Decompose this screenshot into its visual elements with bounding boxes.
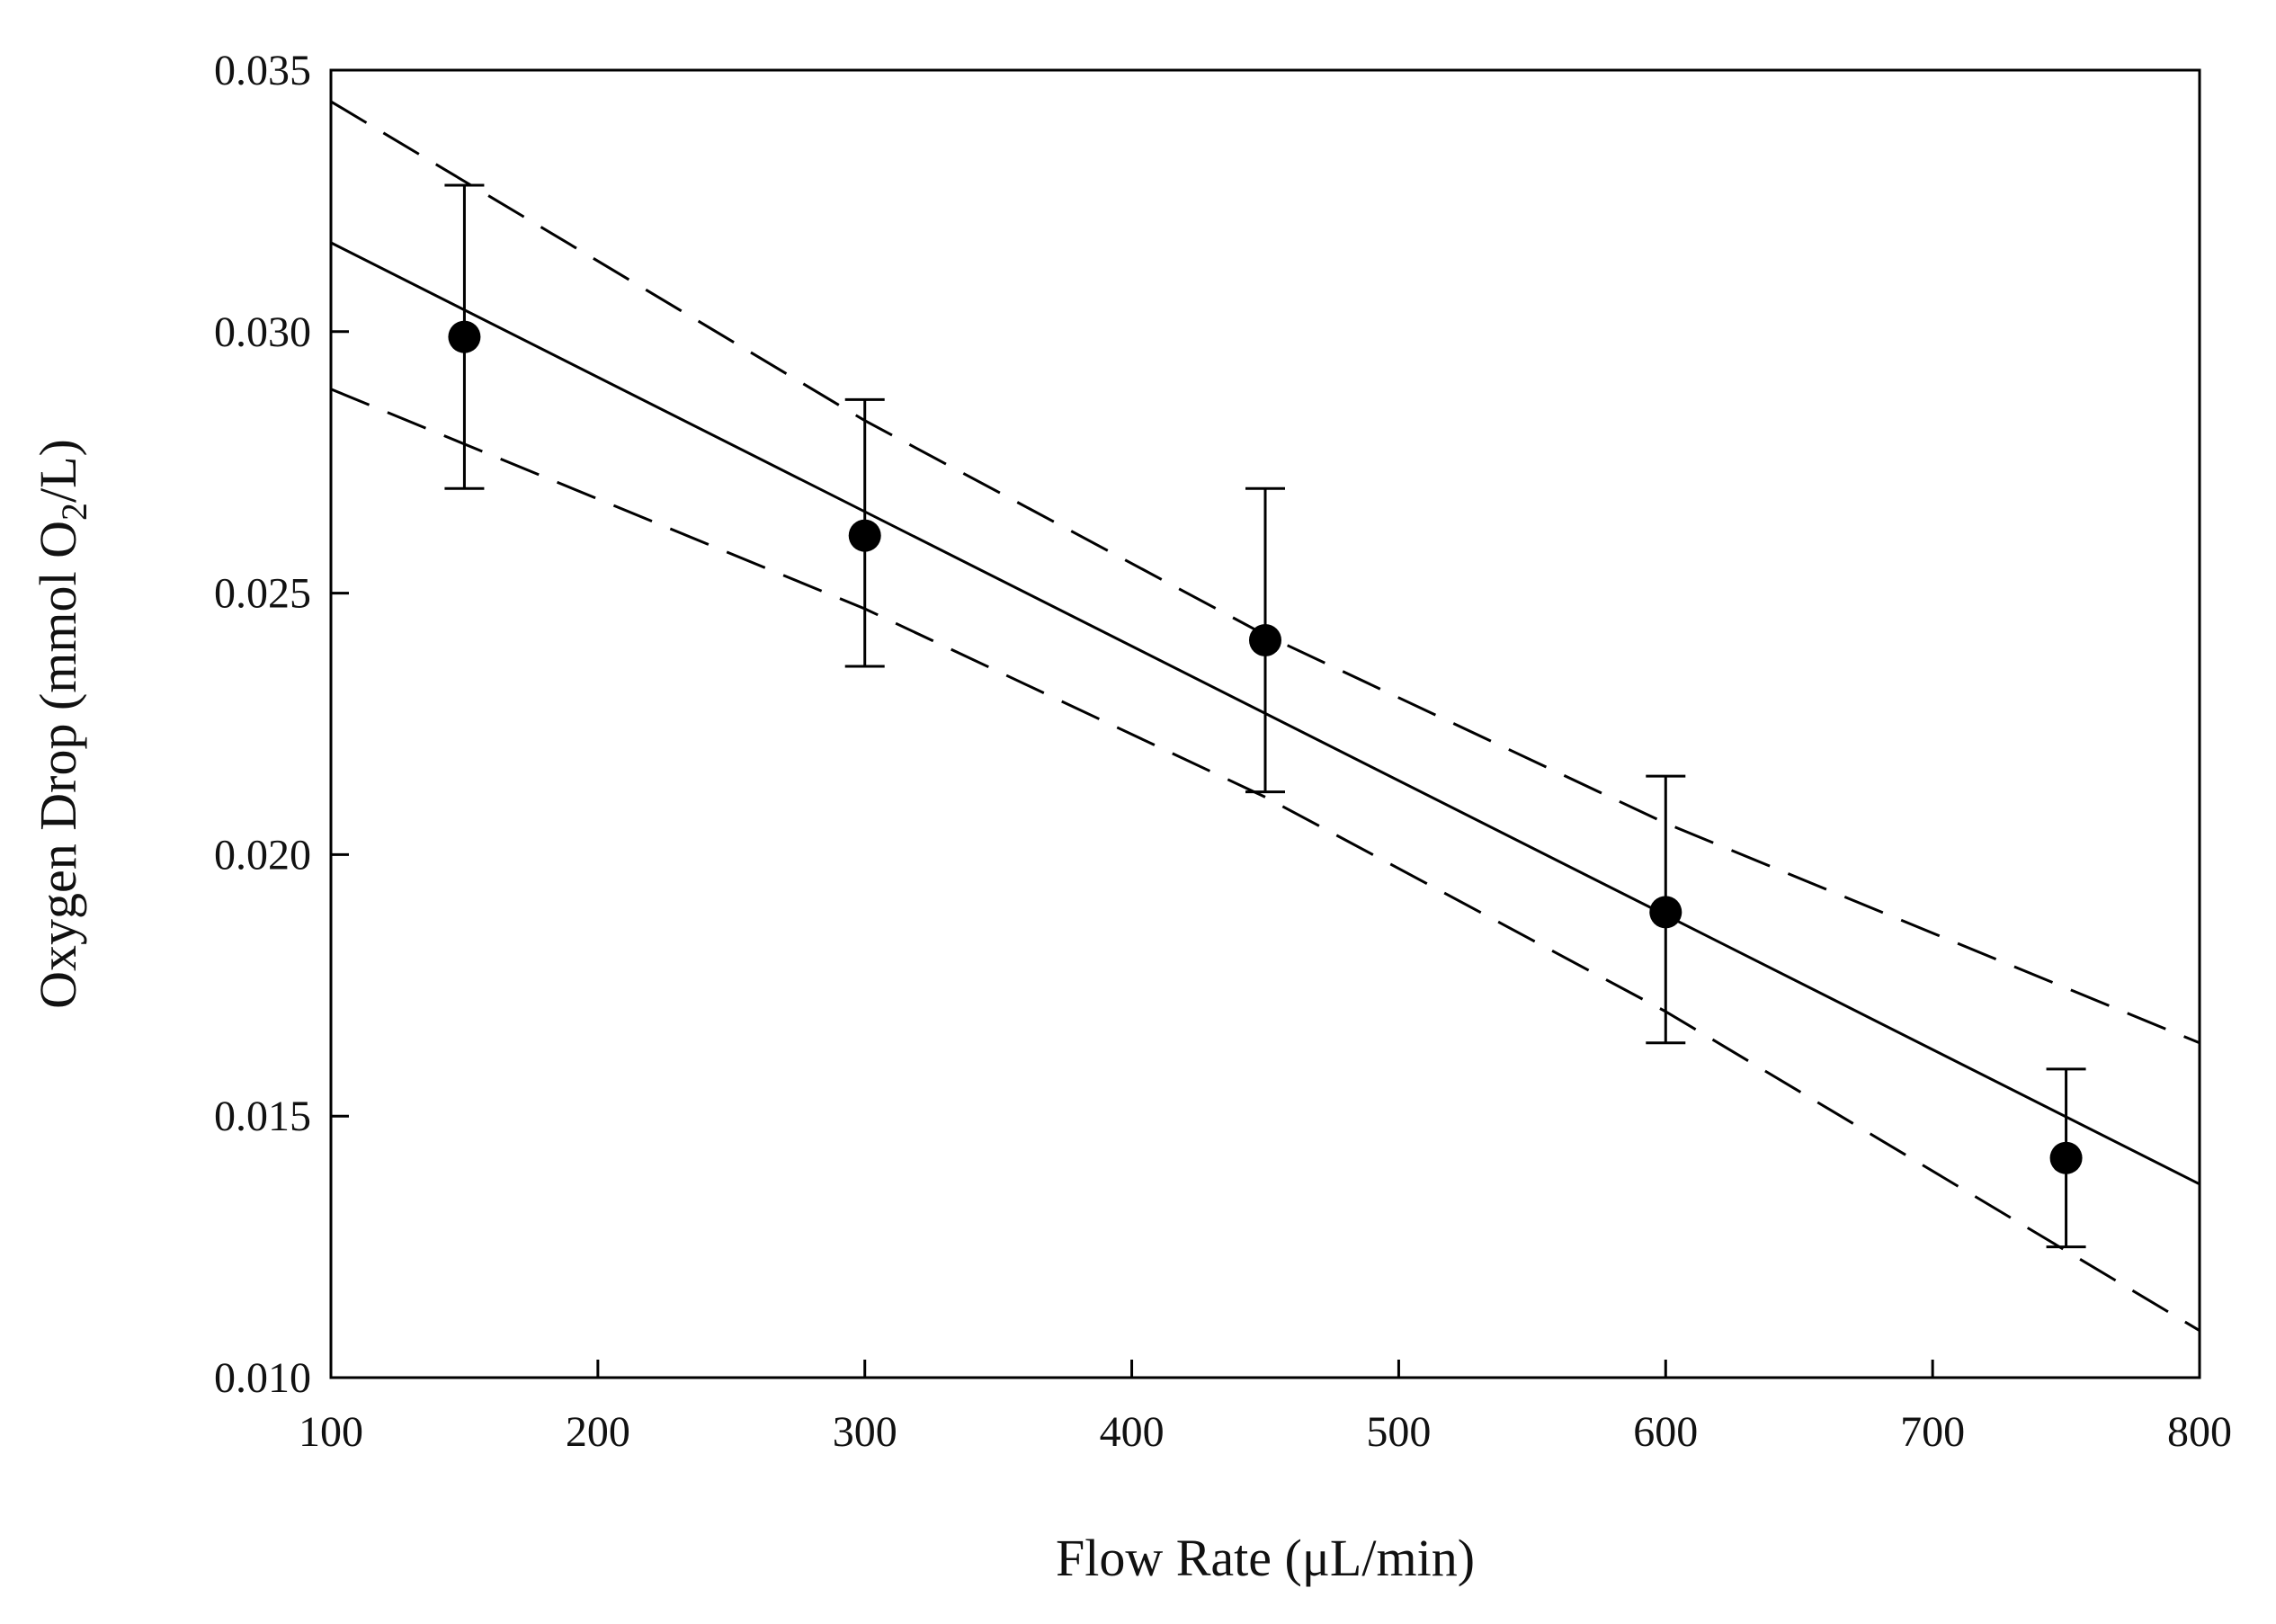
y-tick-label: 0.010 (214, 1354, 311, 1402)
y-tick-label: 0.035 (214, 47, 311, 94)
y-tick-label: 0.025 (214, 570, 311, 618)
x-tick-label: 800 (2167, 1408, 2232, 1456)
y-axis-title: Oxygen Drop (mmol O2/L) (29, 439, 94, 1009)
data-point (1249, 623, 1281, 656)
lower-confidence-band-line (330, 388, 2200, 1332)
x-tick-label: 600 (1633, 1408, 1698, 1456)
data-point (1649, 896, 1682, 929)
data-point (2049, 1141, 2083, 1174)
x-tick-label: 400 (1100, 1408, 1165, 1456)
y-axis-title-prefix: Oxygen Drop (mmol O (29, 521, 87, 1009)
plot-frame (329, 68, 2201, 1379)
y-axis-title-subscript: 2 (54, 503, 94, 521)
data-point (848, 519, 881, 552)
x-tick-label: 300 (833, 1408, 897, 1456)
y-axis-title-suffix: /L) (29, 439, 87, 503)
x-tick-label: 200 (566, 1408, 630, 1456)
y-tick-labels: 0.010 0.015 0.020 0.025 0.030 0.035 (214, 47, 311, 1402)
y-tick-label: 0.020 (214, 831, 311, 879)
x-tick-label: 100 (299, 1408, 363, 1456)
x-tick-label: 700 (1900, 1408, 1965, 1456)
x-axis-title: Flow Rate (μL/min) (1056, 1529, 1475, 1587)
data-point (448, 320, 481, 353)
y-tick-label: 0.015 (214, 1093, 311, 1140)
y-tick-label: 0.030 (214, 308, 311, 356)
x-tick-labels: 100 200 300 400 500 600 700 800 (299, 1408, 2232, 1456)
x-tick-label: 500 (1366, 1408, 1431, 1456)
data-points (448, 320, 2083, 1174)
